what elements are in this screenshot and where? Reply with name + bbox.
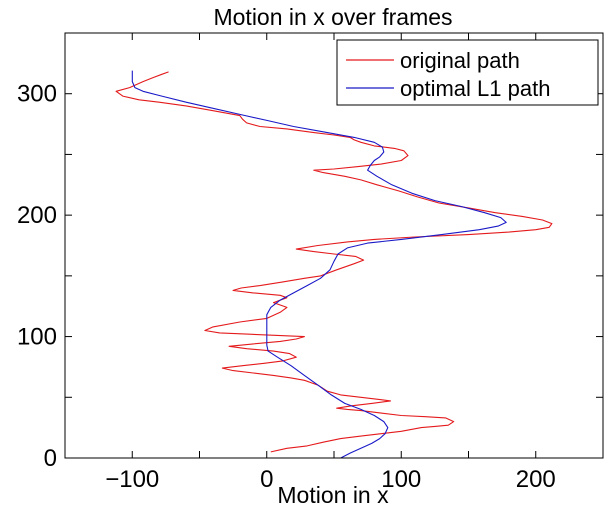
legend-entry-optimal-l1-path: optimal L1 path: [400, 76, 550, 101]
x-tick-label: −100: [105, 466, 159, 493]
y-tick-label: 100: [17, 324, 57, 351]
legend: original path optimal L1 path: [336, 39, 599, 106]
y-tick-label: 300: [17, 81, 57, 108]
series-line-optimal-l1-path: [131, 70, 507, 459]
x-axis-label: Motion in x: [277, 482, 389, 508]
legend-entry-original-path: original path: [400, 48, 520, 73]
x-tick-label: 100: [381, 466, 421, 493]
legend-box: [336, 39, 599, 106]
plot-frame: [64, 32, 604, 459]
tick-labels: −100 0 100 200 0 100 200 300: [17, 81, 556, 493]
y-tick-label: 200: [17, 202, 57, 229]
series-line-original-path: [115, 71, 553, 453]
x-tick-label: 200: [516, 466, 556, 493]
chart-title: Motion in x over frames: [213, 4, 452, 30]
x-tick-label: 0: [260, 466, 273, 493]
plot-lines: [115, 70, 553, 459]
y-tick-label: 0: [44, 445, 57, 472]
